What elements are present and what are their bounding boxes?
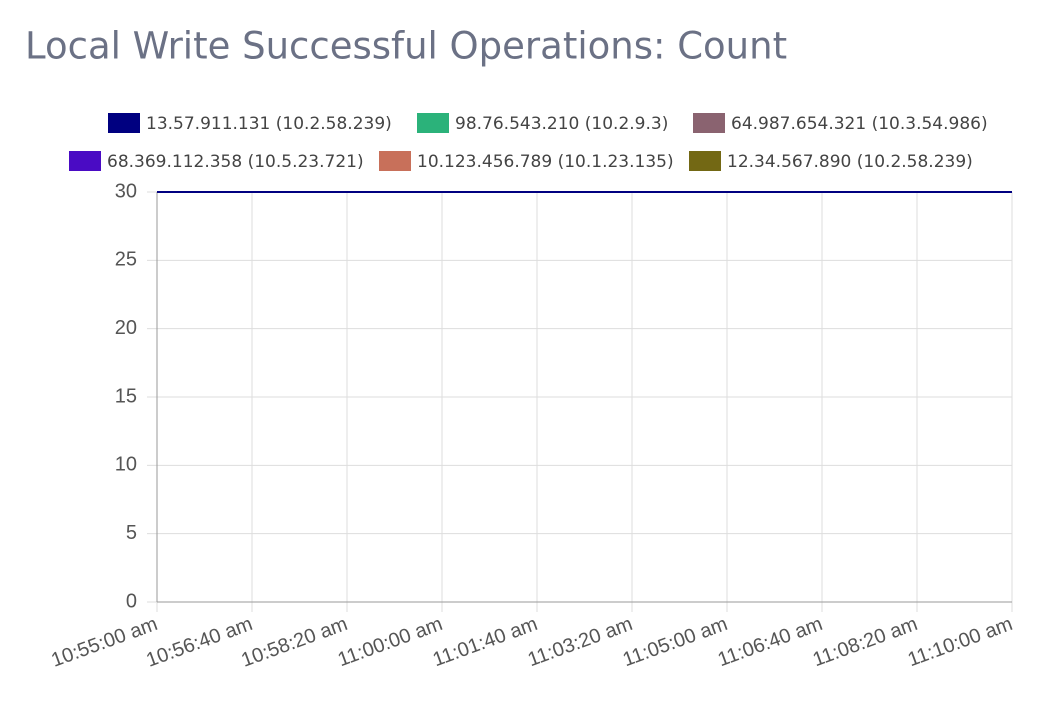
- legend-label: 64.987.654.321 (10.3.54.986): [731, 114, 988, 134]
- y-tick-label: 5: [126, 522, 137, 544]
- x-tick-label: 11:06:40 am: [715, 613, 826, 671]
- y-tick-label: 30: [115, 180, 137, 202]
- legend-swatch: [693, 113, 725, 133]
- x-tick-label: 10:55:00 am: [48, 613, 160, 672]
- y-tick-label: 25: [115, 249, 137, 271]
- x-tick-label: 11:00:00 am: [335, 613, 446, 671]
- x-tick-label: 11:01:40 am: [430, 613, 541, 671]
- y-tick-label: 20: [115, 317, 137, 339]
- legend-swatch: [379, 151, 411, 171]
- y-tick-label: 10: [115, 454, 137, 476]
- x-tick-label: 11:08:20 am: [810, 613, 921, 671]
- y-tick-label: 15: [115, 385, 137, 407]
- legend-label: 13.57.911.131 (10.2.58.239): [146, 114, 392, 134]
- legend-label: 98.76.543.210 (10.2.9.3): [455, 114, 668, 134]
- x-tick-label: 11:05:00 am: [620, 613, 731, 671]
- legend-swatch: [108, 113, 140, 133]
- x-tick-label: 10:56:40 am: [143, 613, 255, 672]
- chart-title: Local Write Successful Operations: Count: [25, 25, 787, 68]
- y-tick-label: 0: [126, 590, 137, 612]
- legend-label: 12.34.567.890 (10.2.58.239): [727, 152, 973, 172]
- legend-label: 68.369.112.358 (10.5.23.721): [107, 152, 364, 172]
- x-tick-label: 11:10:00 am: [905, 613, 1016, 671]
- legend-label: 10.123.456.789 (10.1.23.135): [417, 152, 674, 172]
- x-tick-label: 10:58:20 am: [238, 613, 350, 672]
- legend-swatch: [417, 113, 449, 133]
- legend-swatch: [69, 151, 101, 171]
- x-tick-label: 11:03:20 am: [525, 613, 636, 671]
- legend-swatch: [689, 151, 721, 171]
